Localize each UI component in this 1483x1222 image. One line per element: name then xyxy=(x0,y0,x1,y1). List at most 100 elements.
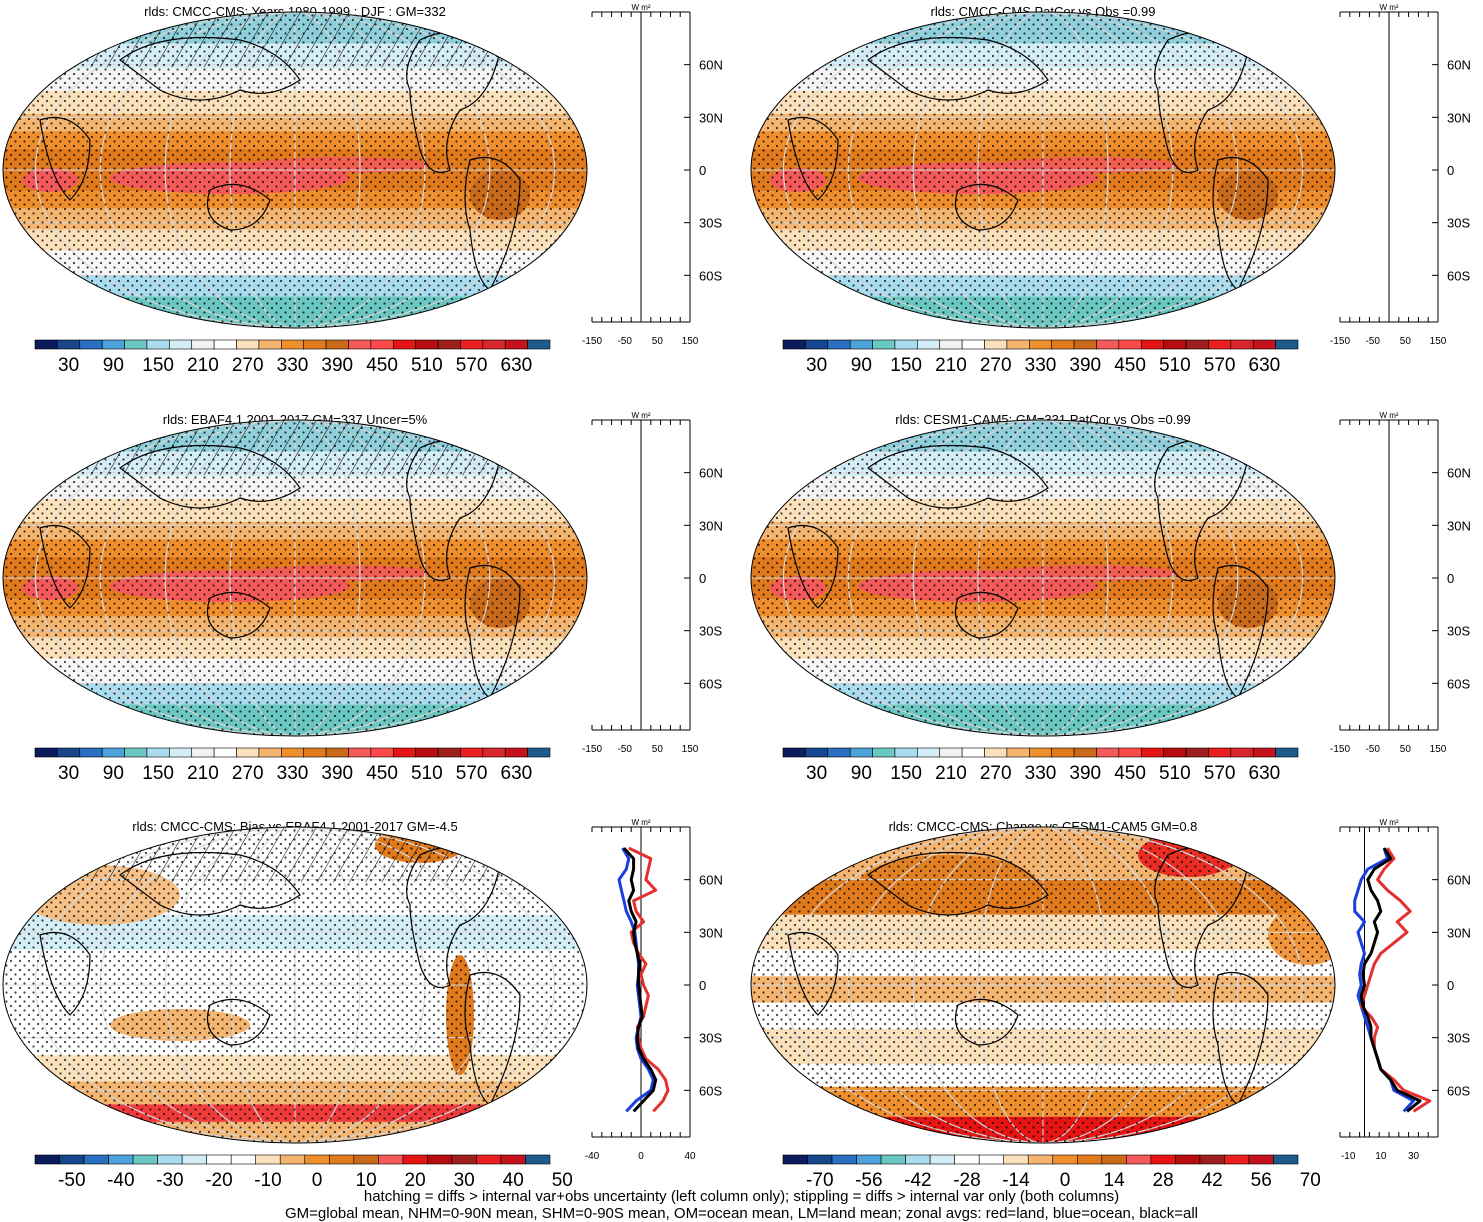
colorbar-swatch xyxy=(231,1155,256,1164)
colorbar-swatch xyxy=(304,340,326,349)
zonal-tick-label: -50 xyxy=(1365,336,1380,347)
colorbar-swatch xyxy=(460,340,482,349)
colorbar-swatch xyxy=(102,748,124,757)
colorbar-swatch xyxy=(483,340,505,349)
stippling-overlay xyxy=(751,12,1335,328)
colorbar-swatch xyxy=(304,748,326,757)
lat-tick-label: 60S xyxy=(1447,268,1470,283)
colorbar-tick-label: 150 xyxy=(890,355,922,376)
zonal-tick-label: -150 xyxy=(1330,744,1350,755)
zonal-unit-label: W m² xyxy=(1379,3,1398,12)
hatching-overlay xyxy=(3,420,587,475)
zonal-tick-label: 150 xyxy=(1430,336,1447,347)
colorbar-swatch xyxy=(1141,748,1163,757)
map-field xyxy=(751,12,1335,328)
colorbar-swatch xyxy=(1096,340,1118,349)
lat-tick-label: 30S xyxy=(1447,624,1470,639)
colorbar-swatch xyxy=(962,748,984,757)
zonal-tick-label: 0 xyxy=(638,1151,644,1162)
colorbar-swatch xyxy=(1077,1155,1102,1164)
colorbar-tick-label: 630 xyxy=(501,763,533,784)
colorbar-swatch xyxy=(940,340,962,349)
colorbar-swatch xyxy=(125,340,147,349)
colorbar-swatch xyxy=(476,1155,501,1164)
zonal-tick-label: 50 xyxy=(652,744,664,755)
zonal-unit-label: W m² xyxy=(1379,411,1398,420)
colorbar-swatch xyxy=(873,748,895,757)
colorbar-swatch xyxy=(1028,1155,1053,1164)
colorbar-swatch xyxy=(1074,340,1096,349)
panel-6: rlds: CMCC-CMS: Change vs CESM1-CAM5 GM=… xyxy=(751,818,1471,1191)
colorbar-tick-label: 30 xyxy=(58,355,79,376)
colorbar-swatch xyxy=(1186,340,1208,349)
colorbar-swatch xyxy=(354,1155,379,1164)
lat-tick-label: 60N xyxy=(699,466,723,481)
colorbar-swatch xyxy=(930,1155,955,1164)
lat-tick-label: 30N xyxy=(699,925,723,940)
colorbar-swatch xyxy=(985,748,1007,757)
zonal-tick-label: -150 xyxy=(1330,336,1350,347)
colorbar-swatch xyxy=(805,340,827,349)
colorbar-swatch xyxy=(35,748,57,757)
colorbar-swatch xyxy=(1029,340,1051,349)
colorbar-swatch xyxy=(528,340,550,349)
colorbar-swatch xyxy=(207,1155,232,1164)
colorbar-swatch xyxy=(158,1155,183,1164)
colorbar-swatch xyxy=(281,748,303,757)
zonal-unit-label: W m² xyxy=(631,3,650,12)
colorbar-swatch xyxy=(147,748,169,757)
colorbar-tick-label: 30 xyxy=(806,355,827,376)
colorbar-swatch xyxy=(783,748,805,757)
colorbar-swatch xyxy=(525,1155,550,1164)
zonal-tick-label: -50 xyxy=(617,744,632,755)
lat-tick-label: 60S xyxy=(1447,1083,1470,1098)
colorbar-swatch xyxy=(214,340,236,349)
colorbar-tick-label: 510 xyxy=(411,763,443,784)
colorbar-swatch xyxy=(192,748,214,757)
colorbar-tick-label: 570 xyxy=(1204,355,1236,376)
colorbar-tick-label: 630 xyxy=(1249,355,1281,376)
colorbar-swatch xyxy=(371,748,393,757)
colorbar-swatch xyxy=(416,340,438,349)
colorbar-tick-label: 450 xyxy=(1114,763,1146,784)
colorbar-tick-label: 630 xyxy=(1249,763,1281,784)
colorbar-tick-label: 90 xyxy=(851,355,872,376)
colorbar-swatch xyxy=(329,1155,354,1164)
colorbar-tick-label: 150 xyxy=(142,763,174,784)
map-field xyxy=(751,827,1348,1143)
zonal-unit-label: W m² xyxy=(631,818,650,827)
colorbar-swatch xyxy=(1102,1155,1127,1164)
colorbar-swatch xyxy=(371,340,393,349)
lat-tick-label: 60N xyxy=(1447,58,1471,73)
colorbar-tick-label: 390 xyxy=(321,355,353,376)
lat-tick-label: 30S xyxy=(699,1031,722,1046)
colorbar-swatch xyxy=(1004,1155,1029,1164)
colorbar-swatch xyxy=(1208,748,1230,757)
colorbar-swatch xyxy=(850,340,872,349)
colorbar-swatch xyxy=(326,340,348,349)
lat-tick-label: 30S xyxy=(1447,216,1470,231)
zonal-unit-label: W m² xyxy=(1379,818,1398,827)
colorbar-swatch xyxy=(1186,748,1208,757)
colorbar-swatch xyxy=(1007,748,1029,757)
colorbar-swatch xyxy=(259,748,281,757)
colorbar-swatch xyxy=(214,748,236,757)
panel-5: rlds: CMCC-CMS: Bias vs EBAF4.1 2001-201… xyxy=(3,818,723,1191)
colorbar-swatch xyxy=(438,748,460,757)
colorbar-swatch xyxy=(80,748,102,757)
colorbar-swatch xyxy=(147,340,169,349)
lat-tick-label: 30N xyxy=(699,110,723,125)
colorbar-swatch xyxy=(438,340,460,349)
colorbar-swatch xyxy=(940,748,962,757)
colorbar-swatch xyxy=(393,748,415,757)
colorbar-tick-label: 390 xyxy=(1069,763,1101,784)
colorbar-swatch xyxy=(832,1155,857,1164)
colorbar-tick-label: 210 xyxy=(935,355,967,376)
colorbar-swatch xyxy=(427,1155,452,1164)
colorbar-swatch xyxy=(505,748,527,757)
